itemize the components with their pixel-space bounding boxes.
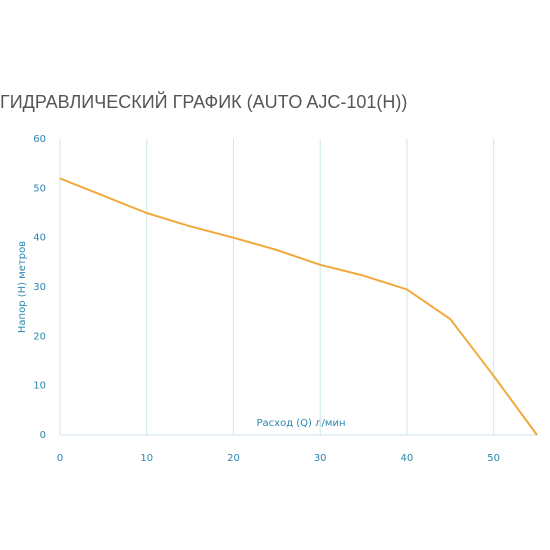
x-tick-label: 10 [140,453,153,464]
y-tick-label: 10 [33,381,46,392]
y-tick-label: 20 [33,331,46,342]
y-tick-label: 30 [33,282,46,293]
y-tick-label: 40 [33,233,46,244]
y-tick-label: 0 [40,430,46,441]
x-tick-label: 50 [487,453,500,464]
line-series [59,177,538,436]
y-tick-label: 60 [33,134,46,145]
x-tick-label: 30 [314,453,327,464]
chart-title: ГИДРАВЛИЧЕСКИЙ ГРАФИК (AUTO AJC-101(H)) [0,91,407,112]
x-tick-label: 40 [401,453,414,464]
x-axis-label: Расход (Q) л/мин [257,418,346,429]
x-tick-label: 20 [227,453,240,464]
x-tick-label: 0 [57,453,63,464]
y-axis-label: Напор (H) метров [17,241,28,333]
y-tick-label: 50 [33,183,46,194]
